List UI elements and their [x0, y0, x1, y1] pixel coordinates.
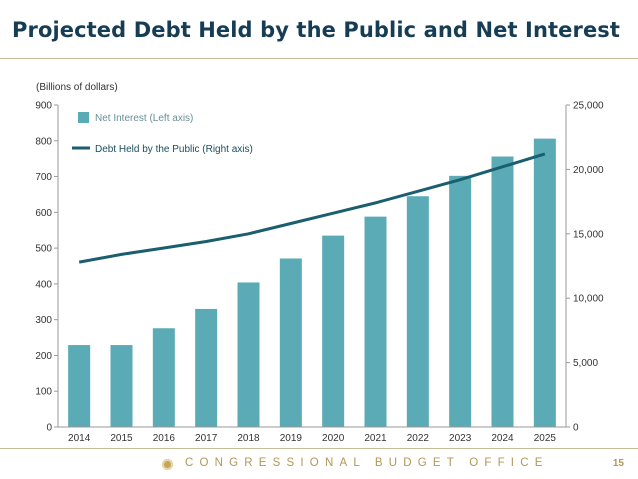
left-tick-label: 200 — [35, 351, 52, 362]
x-tick-label: 2019 — [280, 433, 303, 444]
x-tick-label: 2023 — [449, 433, 472, 444]
debt-interest-chart: (Billions of dollars) 0 100 200 300 400 500 60… — [35, 82, 604, 444]
net-interest-bar — [449, 175, 472, 427]
x-tick-label: 2014 — [68, 433, 91, 444]
net-interest-bar — [195, 308, 218, 427]
left-tick-label: 100 — [35, 387, 52, 398]
page-number: 15 — [612, 458, 624, 469]
left-tick-label: 300 — [35, 315, 52, 326]
left-tick-label: 500 — [35, 244, 52, 255]
net-interest-bar — [491, 156, 514, 427]
footer-divider — [0, 448, 638, 449]
x-tick-label: 2015 — [110, 433, 133, 444]
x-tick-label: 2021 — [364, 433, 387, 444]
legend-label-debt: Debt Held by the Public (Right axis) — [95, 144, 253, 155]
net-interest-bar — [152, 328, 175, 427]
right-tick-label: 25,000 — [573, 101, 604, 112]
x-tick-label: 2025 — [534, 433, 557, 444]
legend-label-net-interest: Net Interest (Left axis) — [95, 113, 193, 124]
title-divider — [0, 58, 638, 59]
right-tick-label: 5,000 — [573, 358, 598, 369]
net-interest-bar — [533, 138, 556, 427]
cbo-seal-icon — [162, 459, 173, 470]
left-tick-label: 800 — [35, 136, 52, 147]
units-label: (Billions of dollars) — [36, 82, 118, 93]
legend-swatch-net-interest — [78, 112, 89, 123]
net-interest-bar — [68, 345, 91, 427]
left-tick-label: 900 — [35, 101, 52, 112]
net-interest-bar — [110, 345, 133, 427]
left-tick-label: 700 — [35, 172, 52, 183]
right-tick-label: 10,000 — [573, 294, 604, 305]
left-tick-label: 600 — [35, 208, 52, 219]
x-tick-label: 2024 — [491, 433, 514, 444]
footer-agency-name: CONGRESSIONAL BUDGET OFFICE — [185, 457, 549, 469]
right-tick-label: 20,000 — [573, 165, 604, 176]
x-tick-label: 2017 — [195, 433, 218, 444]
net-interest-bar — [279, 258, 302, 427]
left-tick-label: 0 — [46, 423, 52, 434]
net-interest-bar — [322, 235, 345, 427]
slide-title: Projected Debt Held by the Public and Ne… — [12, 18, 621, 42]
net-interest-bar — [406, 196, 429, 427]
x-tick-label: 2016 — [153, 433, 176, 444]
x-tick-label: 2018 — [237, 433, 260, 444]
x-tick-label: 2022 — [407, 433, 430, 444]
right-tick-label: 15,000 — [573, 229, 604, 240]
x-tick-label: 2020 — [322, 433, 345, 444]
debt-held-by-public-line — [78, 152, 546, 264]
left-tick-label: 400 — [35, 279, 52, 290]
net-interest-bar — [237, 282, 260, 427]
net-interest-bar — [364, 216, 387, 427]
right-tick-label: 0 — [573, 423, 579, 434]
